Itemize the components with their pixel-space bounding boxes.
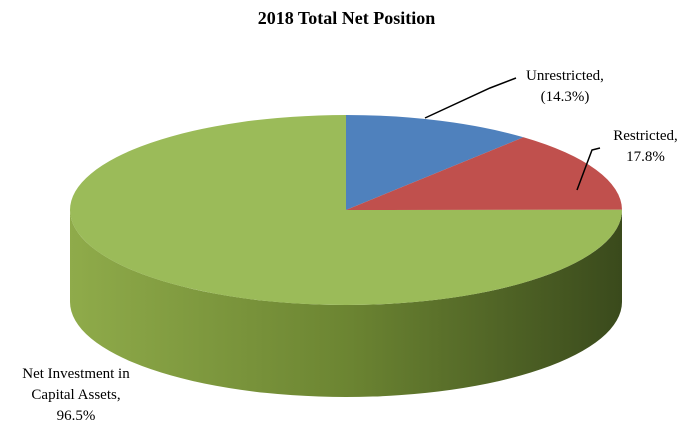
category-label: Restricted,	[613, 128, 678, 144]
value-label: 17.8%	[626, 149, 665, 165]
leader-line	[576, 147, 601, 191]
data-label: Unrestricted, (14.3%)	[505, 66, 625, 108]
leader-line	[424, 77, 517, 119]
pie-side	[70, 210, 622, 397]
data-label: Restricted, 17.8%	[598, 126, 693, 168]
chart-title: 2018 Total Net Position	[257, 8, 436, 28]
value-label: 96.5%	[56, 408, 96, 424]
data-label: Net Investment in Capital Assets, 96.5%	[22, 364, 130, 427]
category-label: Net Investment in Capital Assets,	[22, 366, 130, 403]
pie-slice	[346, 137, 622, 210]
category-label: Unrestricted,	[526, 68, 604, 84]
pie-slice	[70, 115, 622, 305]
pie-slice	[346, 115, 524, 210]
value-label: (14.3%)	[540, 89, 590, 105]
